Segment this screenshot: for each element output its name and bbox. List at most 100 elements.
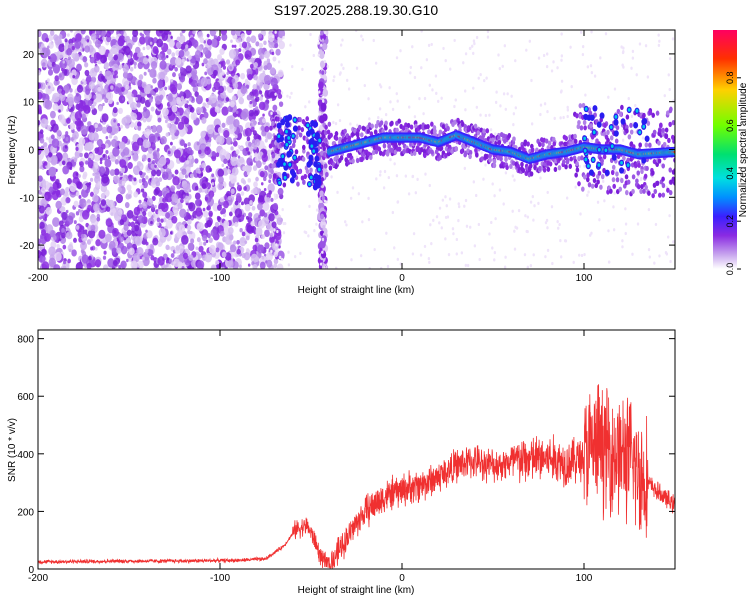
noise-cell (230, 188, 235, 195)
halo-cell (662, 141, 667, 148)
noise-cell (206, 38, 212, 46)
noise-cell (61, 89, 66, 96)
noise-cell (142, 191, 148, 198)
noise-cell (133, 61, 137, 66)
background-cell (622, 46, 625, 50)
noise-cell (202, 234, 208, 242)
background-cell (634, 103, 637, 108)
background-cell (584, 93, 587, 97)
noise-cell (221, 266, 225, 269)
noise-cell (146, 32, 150, 38)
background-cell (607, 229, 610, 233)
noise-cell (168, 31, 172, 35)
noise-cell (182, 252, 188, 260)
background-cell (435, 91, 438, 96)
background-cell (530, 122, 534, 126)
noise-cell (78, 195, 82, 199)
noise-cell (187, 229, 191, 235)
noise-cell (164, 264, 167, 269)
noise-cell (91, 107, 98, 116)
background-cell (457, 202, 460, 206)
noise-cell (173, 209, 179, 217)
background-cell (322, 99, 325, 103)
halo-cell (422, 148, 427, 154)
background-cell (565, 196, 569, 200)
background-cell (569, 45, 572, 49)
halo-cell (320, 150, 324, 156)
halo-cell (642, 188, 646, 194)
noise-cell (152, 77, 157, 84)
noise-cell (188, 97, 192, 102)
noise-cell (196, 222, 204, 232)
halo-cell (582, 119, 587, 126)
noise-cell (174, 169, 179, 175)
halo-cell (423, 152, 427, 159)
noise-cell (140, 184, 144, 189)
noise-cell (246, 248, 250, 253)
noise-cell (101, 36, 105, 41)
halo-cell (326, 129, 331, 135)
noise-cell (152, 143, 156, 148)
noise-cell (150, 85, 153, 89)
background-cell (613, 191, 616, 195)
noise-cell (142, 118, 147, 123)
noise-cell (195, 106, 202, 114)
noise-cell (156, 222, 160, 226)
halo-cell (374, 149, 379, 155)
background-cell (543, 102, 547, 106)
background-cell (531, 195, 535, 199)
noise-cell (236, 239, 240, 245)
noise-cell (131, 227, 135, 231)
noise-cell (89, 30, 93, 35)
background-cell (560, 89, 563, 93)
halo-cell (369, 154, 373, 161)
noise-cell (180, 198, 184, 204)
noise-cell (75, 33, 82, 42)
background-cell (557, 226, 560, 230)
noise-cell (75, 211, 80, 216)
background-cell (445, 204, 448, 208)
noise-cell (159, 30, 164, 34)
noise-cell (248, 102, 254, 109)
noise-cell (243, 197, 250, 206)
halo-cell (600, 174, 605, 180)
noise-cell (181, 115, 188, 125)
background-cell (494, 132, 497, 136)
halo-cell (655, 110, 660, 116)
background-cell (511, 174, 515, 178)
noise-cell (142, 180, 148, 189)
noise-cell (227, 76, 234, 84)
noise-cell (86, 262, 92, 269)
background-cell (504, 107, 507, 111)
background-cell (399, 49, 402, 53)
noise-cell (81, 48, 85, 52)
halo-cell (302, 148, 306, 154)
noise-cell (190, 238, 195, 244)
noise-cell (64, 38, 68, 43)
noise-cell (115, 193, 124, 204)
background-cell (566, 114, 569, 119)
noise-cell (111, 44, 119, 55)
background-cell (473, 42, 476, 46)
noise-cell (47, 34, 54, 42)
noise-cell (161, 54, 166, 61)
noise-cell (194, 158, 199, 164)
halo-cell (587, 182, 592, 188)
noise-cell (259, 96, 263, 101)
background-cell (473, 244, 477, 248)
background-cell (482, 177, 485, 181)
noise-cell (46, 78, 50, 83)
background-cell (317, 41, 320, 45)
noise-cell (151, 195, 156, 201)
noise-cell (235, 149, 240, 155)
background-cell (612, 228, 616, 232)
noise-cell (75, 172, 79, 176)
noise-cell (73, 220, 77, 225)
noise-cell (140, 188, 145, 193)
background-cell (621, 239, 624, 243)
background-cell (550, 205, 554, 209)
noise-cell (258, 214, 261, 219)
background-cell (463, 204, 466, 208)
background-cell (486, 35, 490, 39)
